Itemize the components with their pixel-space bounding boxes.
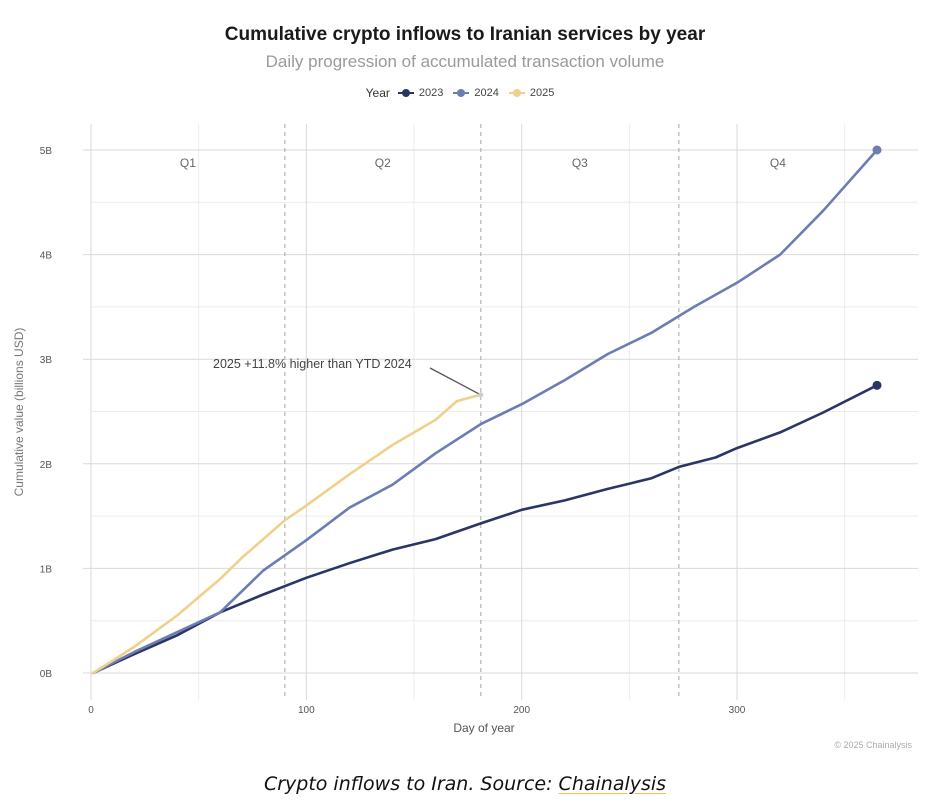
legend: Year 2023 2024 2025: [0, 86, 930, 100]
legend-label-2024: 2024: [474, 87, 499, 99]
chart-title: Cumulative crypto inflows to Iranian ser…: [224, 24, 706, 45]
y-tick-label: 2B: [40, 460, 53, 471]
x-axis-title: Day of year: [453, 721, 514, 735]
series-endpoint-2024: [872, 145, 882, 155]
legend-entry-2025: 2025: [508, 87, 555, 99]
y-tick-label: 0B: [40, 669, 53, 680]
figure-caption: Crypto inflows to Iran. Source: Chainaly…: [0, 773, 930, 795]
annotation-text: 2025 +11.8% higher than YTD 2024: [213, 357, 412, 371]
y-tick-label: 1B: [40, 564, 53, 575]
series-line-2023: [91, 384, 879, 675]
caption-text: Crypto inflows to Iran. Source:: [263, 773, 559, 795]
legend-entry-2023: 2023: [397, 87, 444, 99]
quarter-label: Q4: [770, 156, 786, 170]
legend-swatch-2024: [453, 88, 470, 98]
x-tick-label: 100: [298, 705, 315, 716]
y-tick-label: 4B: [40, 251, 53, 262]
legend-label-2023: 2023: [418, 87, 444, 99]
y-tick-label: 5B: [40, 146, 53, 157]
y-axis-title: Cumulative value (billions USD): [12, 328, 26, 497]
annotation-anchor: [478, 392, 484, 398]
caption-source-link[interactable]: Chainalysis: [558, 773, 667, 795]
chart-plot: 0B 1B 2B 3B 4B 5B 0 100 200 300 Q1 Q2 Q3 Q4 Day of yea…: [12, 124, 918, 735]
chart-subtitle: Daily progression of accumulated transac…: [265, 52, 665, 71]
legend-swatch-2025: [508, 88, 525, 98]
chart-credit: © 2025 Chainalysis: [834, 740, 912, 750]
x-tick-label: 300: [729, 705, 746, 716]
x-tick-label: 200: [513, 705, 530, 716]
legend-label-2025: 2025: [529, 87, 555, 99]
quarter-label: Q2: [375, 156, 391, 170]
x-tick-label: 0: [88, 705, 94, 716]
legend-title: Year: [365, 86, 390, 100]
series-endpoint-2023: [872, 380, 882, 390]
annotation-arrow: [429, 367, 480, 395]
quarter-label: Q1: [180, 156, 196, 170]
legend-swatch-2023: [397, 88, 414, 98]
y-tick-label: 3B: [40, 355, 53, 366]
series-line-2025: [91, 393, 483, 675]
legend-entry-2024: 2024: [453, 87, 499, 99]
quarter-label: Q3: [572, 156, 588, 170]
series-line-2024: [91, 148, 879, 675]
